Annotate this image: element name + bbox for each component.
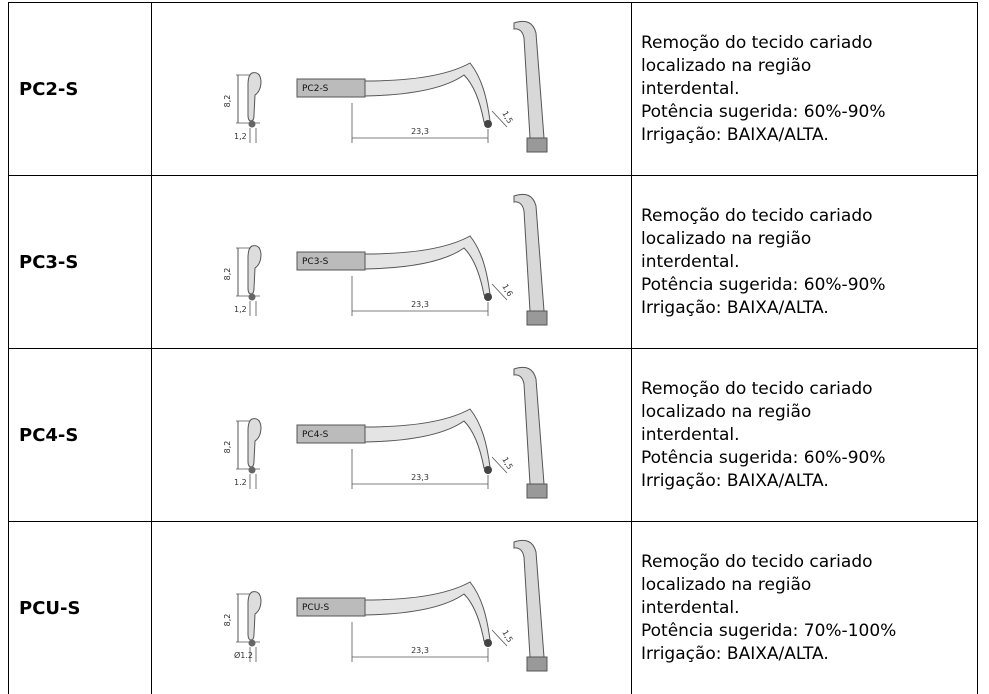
description-line: interdental. [641, 597, 977, 620]
side-view [248, 419, 261, 467]
front-view [514, 21, 544, 138]
dim-tip: 1,5 [500, 456, 514, 472]
body-shaft [365, 409, 490, 468]
dim-tip: 1,6 [500, 283, 514, 299]
body-tip [484, 120, 492, 128]
dim-height: 8,2 [223, 95, 232, 108]
table-row: PC3-S 8,2 1,2 PC3-S 23,3 1,6 Remoção do tecido… [9, 176, 978, 349]
description-line: Remoção do tecido cariado [641, 551, 977, 574]
description-line: interdental. [641, 424, 977, 447]
side-tip [249, 640, 256, 647]
drawing-cell: 8,2 1,2 PC2-S 23,3 1,5 [152, 3, 632, 176]
description-line: Remoção do tecido cariado [641, 32, 977, 55]
side-view [248, 592, 261, 640]
side-tip [249, 294, 256, 301]
dim-length: 23,3 [411, 300, 429, 309]
instrument-drawing: 8,2 1.2 PC4-S 23,3 1,5 [152, 349, 631, 517]
description-line: interdental. [641, 251, 977, 274]
instrument-name: PC4-S [9, 349, 152, 522]
body-tag: PC3-S [302, 257, 329, 267]
body-tag: PC2-S [302, 84, 329, 94]
dim-width: 1,2 [234, 305, 247, 314]
table-row: PC2-S 8,2 1,2 PC2-S 23,3 1,5 Remoção do tecido… [9, 3, 978, 176]
side-tip [249, 121, 256, 128]
instrument-name: PCU-S [9, 522, 152, 694]
description-line: Irrigação: BAIXA/ALTA. [641, 124, 977, 147]
description-line: localizado na região [641, 401, 977, 424]
body-tag: PCU-S [302, 603, 330, 613]
instrument-name: PC2-S [9, 3, 152, 176]
description-line: Potência sugerida: 60%-90% [641, 101, 977, 124]
side-view [248, 73, 261, 121]
drawing-cell: 8,2 1,2 PC3-S 23,3 1,6 [152, 176, 632, 349]
description-line: Potência sugerida: 70%-100% [641, 620, 977, 643]
dim-width: 1,2 [234, 132, 247, 141]
body-tip [484, 466, 492, 474]
dim-height: 8,2 [223, 441, 232, 454]
description-line: localizado na região [641, 55, 977, 78]
body-shaft [365, 582, 490, 641]
front-base [527, 484, 547, 498]
dim-length: 23,3 [411, 646, 429, 655]
body-tip [484, 293, 492, 301]
body-shaft [365, 63, 490, 122]
dim-tip: 1,5 [500, 110, 514, 126]
body-tip [484, 639, 492, 647]
instrument-drawing: 8,2 Ø1.2 PCU-S 23,3 1,5 [152, 522, 631, 690]
drawing-cell: 8,2 Ø1.2 PCU-S 23,3 1,5 [152, 522, 632, 694]
table-row: PCU-S 8,2 Ø1.2 PCU-S 23,3 1,5 Remoção do tecid… [9, 522, 978, 694]
description-line: Irrigação: BAIXA/ALTA. [641, 643, 977, 666]
instrument-name: PC3-S [9, 176, 152, 349]
instrument-drawing: 8,2 1,2 PC3-S 23,3 1,6 [152, 176, 631, 344]
description-line: Remoção do tecido cariado [641, 378, 977, 401]
dim-length: 23,3 [411, 473, 429, 482]
body-shaft [365, 236, 490, 295]
table-row: PC4-S 8,2 1.2 PC4-S 23,3 1,5 Remoção do tecido… [9, 349, 978, 522]
front-base [527, 138, 547, 152]
dim-tip: 1,5 [500, 629, 514, 645]
description-line: localizado na região [641, 574, 977, 597]
instrument-drawing: 8,2 1,2 PC2-S 23,3 1,5 [152, 3, 631, 171]
description-line: Irrigação: BAIXA/ALTA. [641, 470, 977, 493]
dim-width: 1.2 [234, 478, 247, 487]
description-line: Potência sugerida: 60%-90% [641, 274, 977, 297]
body-tag: PC4-S [302, 430, 329, 440]
front-base [527, 657, 547, 671]
side-view [248, 246, 261, 294]
front-view [514, 540, 544, 657]
description-line: interdental. [641, 78, 977, 101]
front-base [527, 311, 547, 325]
dim-width: Ø1.2 [234, 650, 253, 660]
front-view [514, 367, 544, 484]
front-view [514, 194, 544, 311]
dim-length: 23,3 [411, 127, 429, 136]
side-tip [249, 467, 256, 474]
dim-height: 8,2 [223, 268, 232, 281]
description-line: Remoção do tecido cariado [641, 205, 977, 228]
drawing-cell: 8,2 1.2 PC4-S 23,3 1,5 [152, 349, 632, 522]
description-line: localizado na região [641, 228, 977, 251]
instrument-table: PC2-S 8,2 1,2 PC2-S 23,3 1,5 Remoção do tecido… [8, 2, 978, 694]
dim-height: 8,2 [223, 614, 232, 627]
description-line: Potência sugerida: 60%-90% [641, 447, 977, 470]
description-line: Irrigação: BAIXA/ALTA. [641, 297, 977, 320]
